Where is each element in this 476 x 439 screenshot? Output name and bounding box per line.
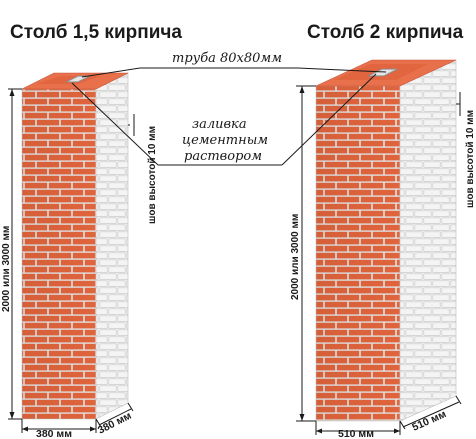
pillar-1-height-label: 2000 или 3000 мм [1,226,12,312]
cement-fill-label-1: заливка [192,117,247,132]
pillar-1-side-face [95,72,129,420]
cement-fill-label-2: цементным [182,133,268,148]
cement-fill-label-3: раствором [184,149,262,164]
pillar-1 [21,72,129,420]
pillar-2-seam-label: шов высотой 10 мм [465,110,476,208]
pillar-1-height-dimension: 2000 или 3000 мм [1,88,22,420]
pipe-label: труба 80х80мм [172,51,282,66]
pipe-callout: труба 80х80мм [81,51,387,78]
pillar-2 [315,59,457,422]
cement-fill-callout: заливка цементным раствором [71,73,377,166]
pillar-2-height-label: 2000 или 3000 мм [290,214,301,300]
pillar-1-width-dimension: 380 мм [21,419,97,439]
pillar-2-side-face [399,59,457,422]
pillar-2-width-dimension: 510 мм [315,421,401,439]
pillar-1-seam: шов высотой 10 мм [128,114,158,224]
pillar-1-title: Столб 1,5 кирпича [10,22,182,43]
pillar-1-width-label: 380 мм [36,428,72,439]
pillar-2-width-label: 510 мм [338,428,374,439]
pillar-2-height-dimension: 2000 или 3000 мм [290,85,316,422]
pillar-1-seam-label: шов высотой 10 мм [147,126,158,224]
pillar-2-seam: шов высотой 10 мм [456,92,476,208]
pillar-2-title: Столб 2 кирпича [307,22,464,43]
